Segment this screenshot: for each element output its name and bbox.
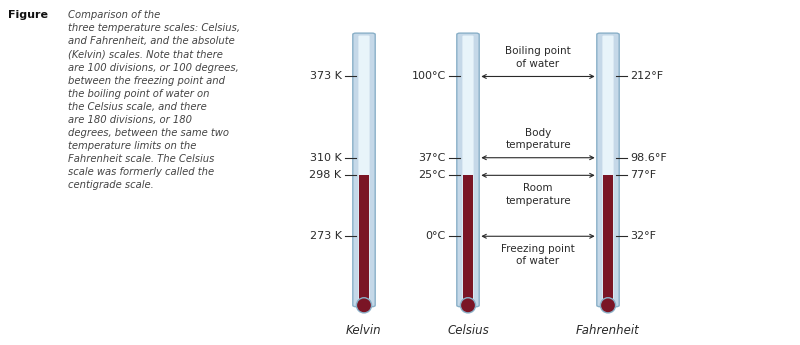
- Text: 25°C: 25°C: [418, 170, 446, 180]
- Text: 310 K: 310 K: [310, 153, 342, 163]
- Text: Freezing point
of water: Freezing point of water: [501, 244, 575, 266]
- Ellipse shape: [461, 298, 475, 313]
- FancyBboxPatch shape: [457, 33, 479, 307]
- Text: Room
temperature: Room temperature: [505, 183, 571, 206]
- Text: 100°C: 100°C: [411, 71, 446, 81]
- FancyBboxPatch shape: [353, 33, 375, 307]
- Text: Kelvin: Kelvin: [346, 324, 382, 337]
- Bar: [359, 175, 369, 305]
- Text: Fahrenheit: Fahrenheit: [576, 324, 640, 337]
- Text: 0°C: 0°C: [426, 231, 446, 241]
- FancyBboxPatch shape: [597, 33, 619, 307]
- Text: 273 K: 273 K: [310, 231, 342, 241]
- Bar: [463, 175, 473, 305]
- Text: 37°C: 37°C: [418, 153, 446, 163]
- FancyBboxPatch shape: [602, 36, 614, 304]
- Text: Celsius: Celsius: [447, 324, 489, 337]
- Text: 373 K: 373 K: [310, 71, 342, 81]
- Ellipse shape: [601, 298, 615, 313]
- Text: 77°F: 77°F: [630, 170, 657, 180]
- FancyBboxPatch shape: [462, 36, 474, 304]
- Ellipse shape: [357, 298, 371, 313]
- FancyBboxPatch shape: [358, 36, 370, 304]
- Text: Comparison of the
three temperature scales: Celsius,
and Fahrenheit, and the abs: Comparison of the three temperature scal…: [68, 10, 240, 190]
- Text: 32°F: 32°F: [630, 231, 656, 241]
- Text: Body
temperature: Body temperature: [505, 128, 571, 150]
- Text: 98.6°F: 98.6°F: [630, 153, 667, 163]
- Text: 212°F: 212°F: [630, 71, 663, 81]
- Text: 298 K: 298 K: [310, 170, 342, 180]
- Text: Figure: Figure: [8, 10, 48, 20]
- Bar: [603, 175, 613, 305]
- Text: Boiling point
of water: Boiling point of water: [505, 46, 571, 69]
